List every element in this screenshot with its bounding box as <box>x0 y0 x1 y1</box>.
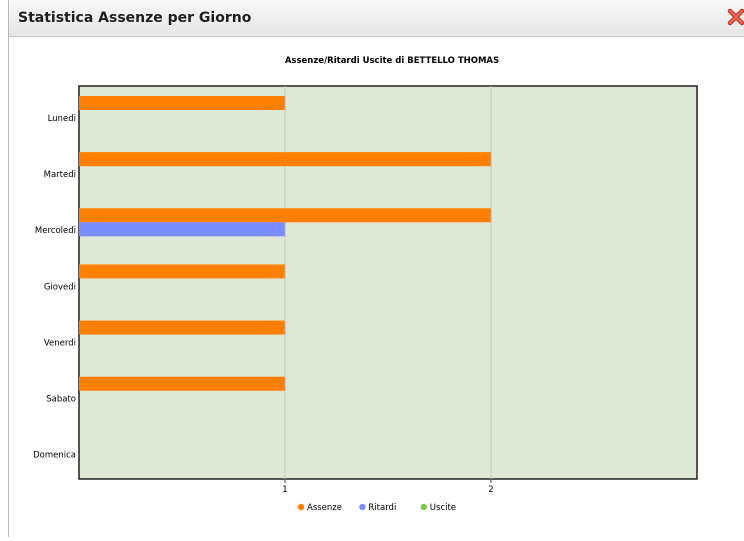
x-tick-label: 1 <box>282 485 287 495</box>
bar-assenze-venerdi[interactable] <box>79 320 285 335</box>
y-category-label: Venerdi <box>44 338 76 348</box>
dialog-titlebar: Statistica Assenze per Giorno <box>9 0 744 37</box>
legend-marker-ritardi <box>359 503 366 511</box>
chart-area: Assenze/Ritardi Uscite di BETTELLO THOMA… <box>9 38 744 537</box>
x-tick-label: 2 <box>488 485 493 495</box>
plot-background <box>78 85 698 480</box>
bar-assenze-martedi[interactable] <box>79 152 491 167</box>
legend-label-assenze: Assenze <box>307 503 342 513</box>
bar-assenze-mercoledi[interactable] <box>79 208 491 223</box>
bar-assenze-lunedi[interactable] <box>79 96 285 110</box>
y-category-label: Martedi <box>44 170 76 180</box>
bar-assenze-sabato[interactable] <box>79 376 285 391</box>
legend-marker-assenze <box>297 503 305 511</box>
bar-ritardi-mercoledi[interactable] <box>79 222 285 237</box>
bar-assenze-giovedi[interactable] <box>79 264 285 279</box>
y-category-label: Giovedi <box>44 282 76 292</box>
chart-title: Assenze/Ritardi Uscite di BETTELLO THOMA… <box>285 56 499 66</box>
legend-marker-uscite <box>420 503 427 511</box>
statistics-dialog: Statistica Assenze per Giorno Assenze/Ri… <box>8 0 744 537</box>
bar-chart: Assenze/Ritardi Uscite di BETTELLO THOMA… <box>33 56 698 513</box>
y-category-label: Lunedi <box>48 114 76 124</box>
dialog-title: Statistica Assenze per Giorno <box>18 10 252 26</box>
legend-label-ritardi: Ritardi <box>368 503 396 513</box>
y-category-label: Domenica <box>33 451 76 461</box>
y-category-label: Sabato <box>46 395 76 405</box>
close-icon[interactable] <box>727 7 744 27</box>
y-category-label: Mercoledi <box>35 226 76 236</box>
legend-label-uscite: Uscite <box>430 503 456 513</box>
